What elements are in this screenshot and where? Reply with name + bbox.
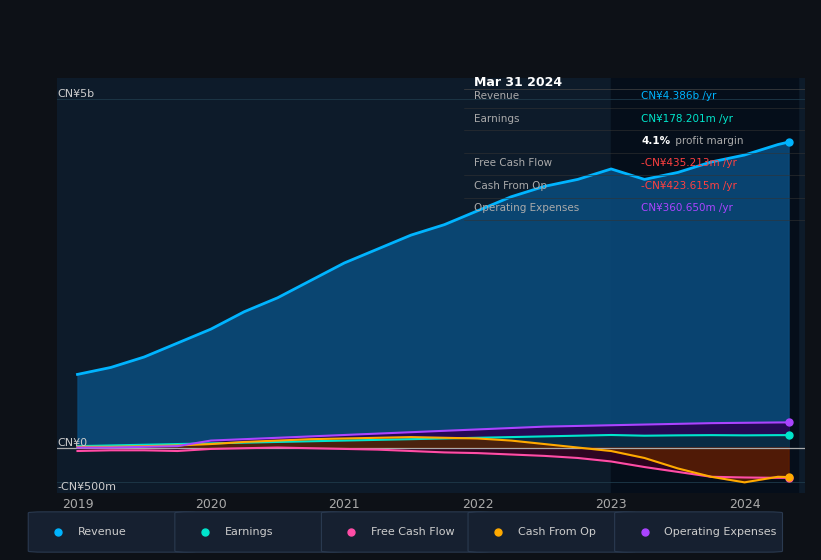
Text: profit margin: profit margin (672, 136, 743, 146)
Text: CN¥4.386b /yr: CN¥4.386b /yr (641, 91, 717, 101)
Text: CN¥360.650m /yr: CN¥360.650m /yr (641, 203, 733, 213)
FancyBboxPatch shape (468, 512, 636, 552)
Text: Operating Expenses: Operating Expenses (474, 203, 580, 213)
Text: Free Cash Flow: Free Cash Flow (371, 527, 455, 537)
Text: Free Cash Flow: Free Cash Flow (474, 158, 553, 169)
Text: Revenue: Revenue (78, 527, 126, 537)
Text: Cash From Op: Cash From Op (474, 181, 547, 191)
Text: -CN¥423.615m /yr: -CN¥423.615m /yr (641, 181, 737, 191)
Bar (611, 78, 798, 493)
Text: -CN¥500m: -CN¥500m (57, 482, 117, 492)
Text: Operating Expenses: Operating Expenses (664, 527, 777, 537)
Text: -CN¥435.213m /yr: -CN¥435.213m /yr (641, 158, 737, 169)
Text: 4.1%: 4.1% (641, 136, 670, 146)
FancyBboxPatch shape (175, 512, 342, 552)
FancyBboxPatch shape (615, 512, 782, 552)
Text: CN¥178.201m /yr: CN¥178.201m /yr (641, 114, 733, 124)
FancyBboxPatch shape (28, 512, 196, 552)
Text: Cash From Op: Cash From Op (518, 527, 595, 537)
Text: CN¥0: CN¥0 (57, 437, 88, 447)
Text: Mar 31 2024: Mar 31 2024 (474, 76, 562, 89)
FancyBboxPatch shape (322, 512, 489, 552)
Text: Earnings: Earnings (224, 527, 273, 537)
Text: CN¥5b: CN¥5b (57, 89, 94, 99)
Text: Revenue: Revenue (474, 91, 519, 101)
Text: Earnings: Earnings (474, 114, 520, 124)
